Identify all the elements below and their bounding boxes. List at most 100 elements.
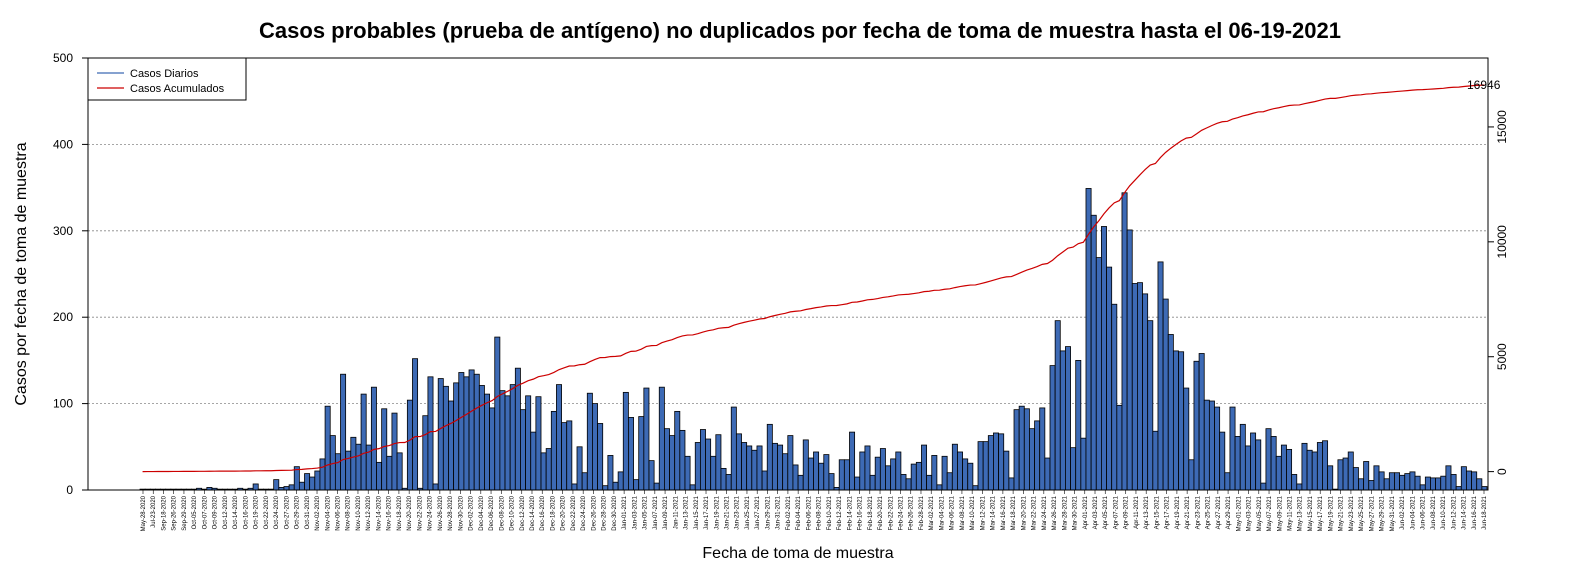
x-tick-label: Dec-16-2020 bbox=[540, 495, 546, 530]
bar bbox=[499, 390, 506, 491]
x-tick-label: Nov-06-2020 bbox=[335, 495, 341, 530]
bar bbox=[298, 481, 305, 491]
x-tick-label: Jan-31-2021 bbox=[776, 495, 782, 529]
bar bbox=[987, 435, 994, 491]
bar bbox=[252, 483, 259, 491]
x-tick-label: Feb-12-2021 bbox=[837, 495, 843, 530]
bar bbox=[607, 455, 614, 491]
x-axis-title: Fecha de toma de muestra bbox=[702, 545, 893, 562]
bar bbox=[1327, 465, 1334, 491]
bar bbox=[854, 476, 861, 491]
x-tick-label: Mar-24-2021 bbox=[1042, 495, 1048, 530]
bar bbox=[1095, 257, 1102, 491]
x-tick-label: Feb-24-2021 bbox=[899, 495, 905, 530]
bar bbox=[1466, 470, 1472, 491]
bar bbox=[1018, 405, 1025, 491]
x-tick-label: Jan-19-2021 bbox=[714, 495, 720, 529]
bar bbox=[694, 442, 701, 491]
x-tick-label: May-17-2021 bbox=[1318, 495, 1324, 531]
x-tick-label: Sep-26-2020 bbox=[172, 495, 178, 530]
x-tick-label: Apr-23-2021 bbox=[1195, 495, 1201, 529]
x-tick-label: May-28-2020 bbox=[141, 495, 147, 531]
x-tick-label: Dec-08-2020 bbox=[499, 495, 505, 530]
bar bbox=[890, 458, 897, 491]
bar bbox=[977, 441, 984, 491]
x-tick-label: Mar-02-2021 bbox=[929, 495, 935, 530]
x-tick-label: Oct-05-2020 bbox=[192, 495, 198, 529]
x-tick-label: Dec-26-2020 bbox=[591, 495, 597, 530]
bar bbox=[813, 451, 820, 491]
x-tick-label: Feb-14-2021 bbox=[847, 495, 853, 530]
bars-casos-diarios bbox=[139, 188, 1488, 491]
x-tick-label: Jun-02-2021 bbox=[1400, 495, 1406, 529]
x-tick-label: Mar-14-2021 bbox=[991, 495, 997, 530]
bar bbox=[936, 484, 943, 491]
bar bbox=[1275, 455, 1282, 491]
bar bbox=[309, 476, 316, 491]
x-tick-label: May-27-2021 bbox=[1369, 495, 1375, 531]
bar bbox=[1337, 459, 1344, 491]
bar bbox=[648, 460, 655, 491]
y-axis-right: 0 5000 10000 15000 bbox=[1488, 110, 1509, 475]
x-tick-label: Nov-14-2020 bbox=[376, 495, 382, 530]
x-tick-label: Jan-07-2021 bbox=[653, 495, 659, 529]
bar bbox=[1203, 399, 1210, 491]
x-tick-label: Nov-22-2020 bbox=[417, 495, 423, 530]
bar bbox=[612, 481, 619, 491]
x-tick-label: Jun-14-2021 bbox=[1462, 495, 1468, 529]
x-tick-label: Jan-09-2021 bbox=[663, 495, 669, 529]
x-tick-label: Apr-29-2021 bbox=[1226, 495, 1232, 529]
x-tick-label: Nov-02-2020 bbox=[315, 495, 321, 530]
bar bbox=[1388, 472, 1395, 491]
bar bbox=[334, 453, 341, 491]
legend: Casos Diarios Casos Acumulados bbox=[87, 57, 247, 101]
bar bbox=[473, 373, 480, 491]
bar bbox=[1049, 365, 1056, 491]
x-tick-label: Mar-26-2021 bbox=[1052, 495, 1058, 530]
bar bbox=[1167, 334, 1174, 491]
x-tick-label: May-31-2021 bbox=[1390, 495, 1396, 531]
bar bbox=[581, 472, 588, 491]
y-tick-label: 300 bbox=[53, 224, 73, 238]
bar bbox=[715, 434, 722, 491]
bar bbox=[1101, 226, 1107, 491]
bar bbox=[1373, 465, 1380, 491]
bar bbox=[1471, 471, 1478, 491]
bar bbox=[1399, 474, 1406, 491]
bar bbox=[566, 420, 573, 491]
bar bbox=[288, 484, 295, 491]
bar bbox=[1157, 261, 1164, 491]
y-tick-label: 100 bbox=[53, 397, 73, 411]
x-tick-label: Oct-09-2020 bbox=[213, 495, 219, 529]
x-tick-label: Jan-03-2021 bbox=[632, 495, 638, 529]
line-casos-acumulados bbox=[142, 84, 1485, 473]
x-tick-label: Apr-09-2021 bbox=[1124, 495, 1130, 529]
bar bbox=[679, 429, 686, 491]
bar bbox=[1029, 428, 1035, 491]
bar bbox=[1291, 474, 1298, 491]
bar bbox=[689, 484, 696, 491]
bar bbox=[556, 384, 562, 491]
bar bbox=[1414, 475, 1421, 491]
bar bbox=[535, 396, 542, 491]
bar bbox=[1193, 360, 1200, 491]
x-tick-label: Oct-16-2020 bbox=[243, 495, 249, 529]
y-tick-label: 400 bbox=[53, 137, 73, 151]
bar bbox=[1352, 467, 1359, 491]
bar bbox=[1039, 407, 1046, 491]
bar bbox=[761, 470, 768, 491]
bar bbox=[1270, 436, 1277, 491]
bar bbox=[1034, 420, 1041, 491]
bar bbox=[998, 433, 1005, 491]
x-tick-label: Nov-26-2020 bbox=[438, 495, 444, 530]
bar bbox=[1183, 387, 1190, 491]
x-tick-label: Nov-12-2020 bbox=[366, 495, 372, 530]
bar bbox=[730, 406, 737, 491]
bar bbox=[885, 465, 892, 491]
x-tick-label: May-11-2021 bbox=[1288, 495, 1294, 531]
x-tick-label: Jan-21-2021 bbox=[724, 495, 730, 529]
bar bbox=[1023, 408, 1030, 491]
bar bbox=[571, 483, 578, 491]
bar bbox=[520, 409, 526, 491]
bar bbox=[1424, 476, 1431, 491]
